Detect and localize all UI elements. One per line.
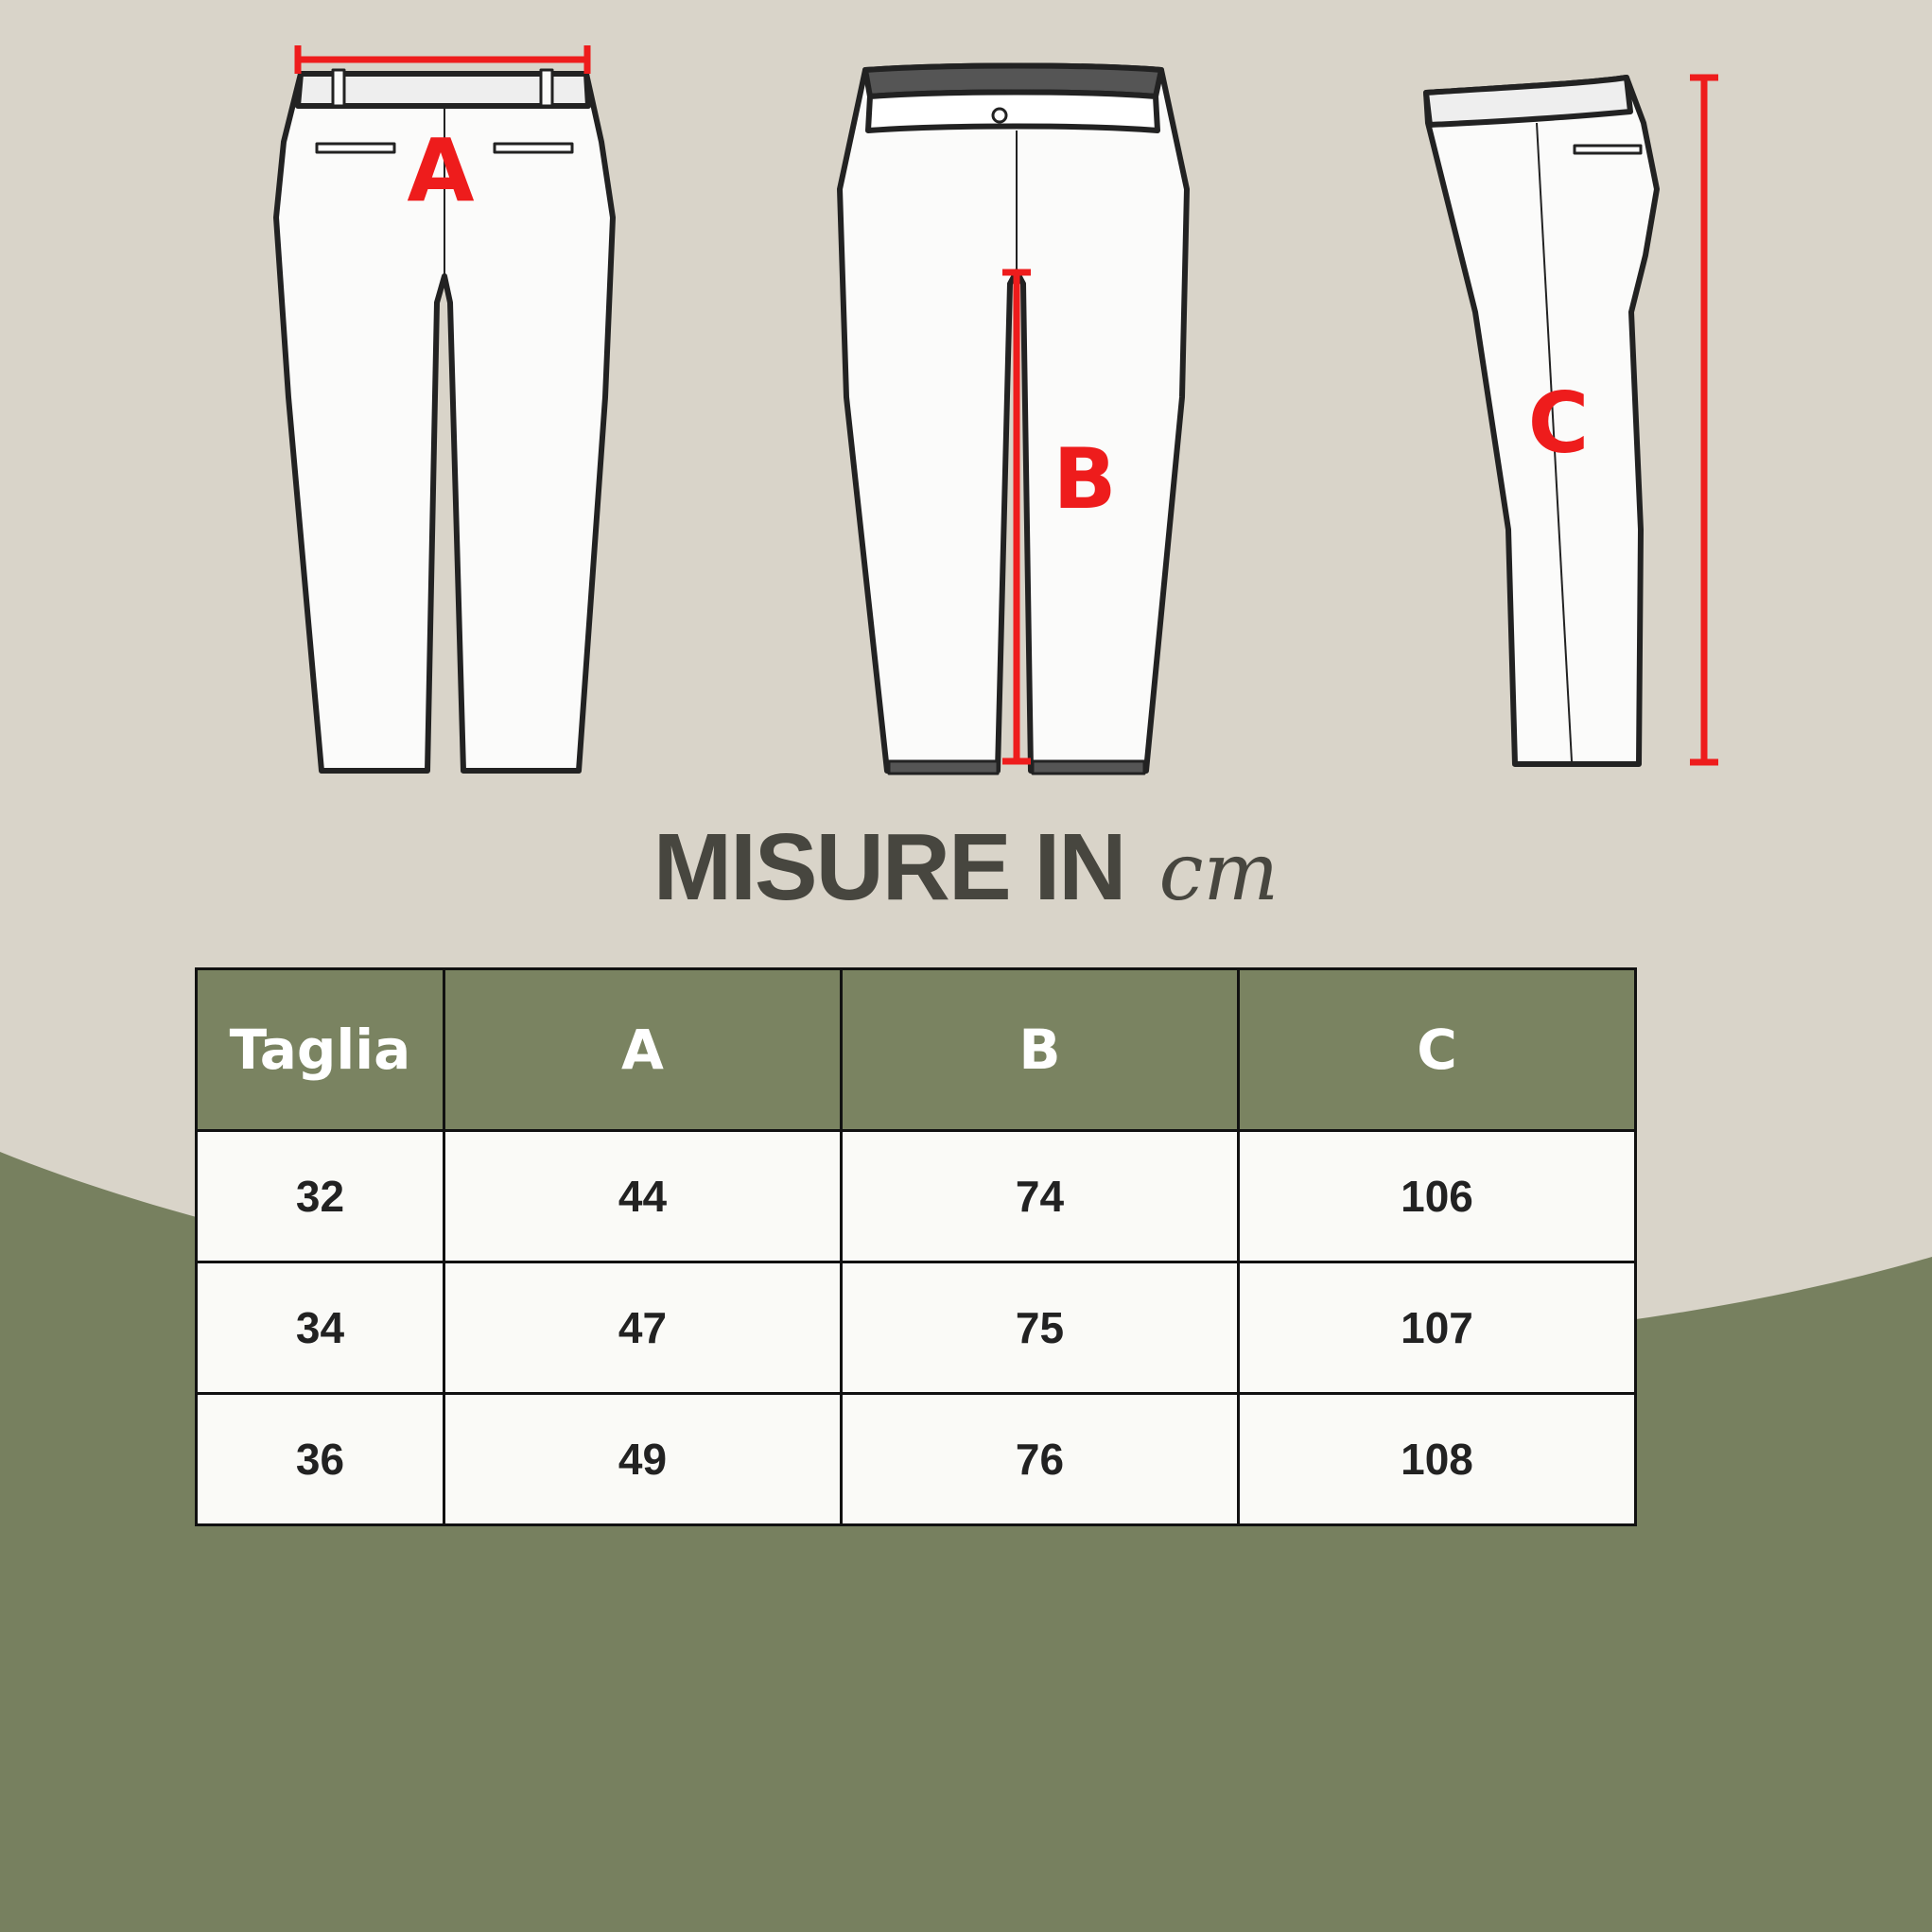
cell-b: 76 [840,1392,1240,1526]
cell-c: 106 [1237,1129,1637,1263]
cell-c: 107 [1237,1261,1637,1395]
cell-c: 108 [1237,1392,1637,1526]
measure-a-line [294,45,591,74]
table-row: 36 49 76 108 [195,1392,1637,1526]
page-title: MISURE IN cm [0,813,1932,922]
header-c: C [1237,967,1637,1132]
table-row: 34 47 75 107 [195,1261,1637,1395]
header-a: A [443,967,843,1132]
title-main: MISURE IN [653,814,1127,920]
label-b: B [1053,430,1116,528]
cell-a: 47 [443,1261,843,1395]
measure-c-line [1690,74,1718,766]
label-a: A [407,120,474,221]
title-unit: cm [1158,826,1279,918]
cell-size: 34 [195,1261,445,1395]
pants-back-view [273,68,616,774]
header-b: B [840,967,1240,1132]
table-row: 32 44 74 106 [195,1129,1637,1263]
measure-b-line [1002,269,1031,765]
cell-size: 36 [195,1392,445,1526]
label-c: C [1528,374,1590,472]
pants-side-view [1423,75,1660,767]
cell-size: 32 [195,1129,445,1263]
cell-b: 75 [840,1261,1240,1395]
cell-a: 44 [443,1129,843,1263]
cell-b: 74 [840,1129,1240,1263]
pants-front-view [837,62,1190,775]
size-table: Taglia A B C 32 44 74 106 34 47 75 107 3… [195,967,1637,1526]
cell-a: 49 [443,1392,843,1526]
table-header-row: Taglia A B C [195,967,1637,1132]
header-size: Taglia [195,967,445,1132]
